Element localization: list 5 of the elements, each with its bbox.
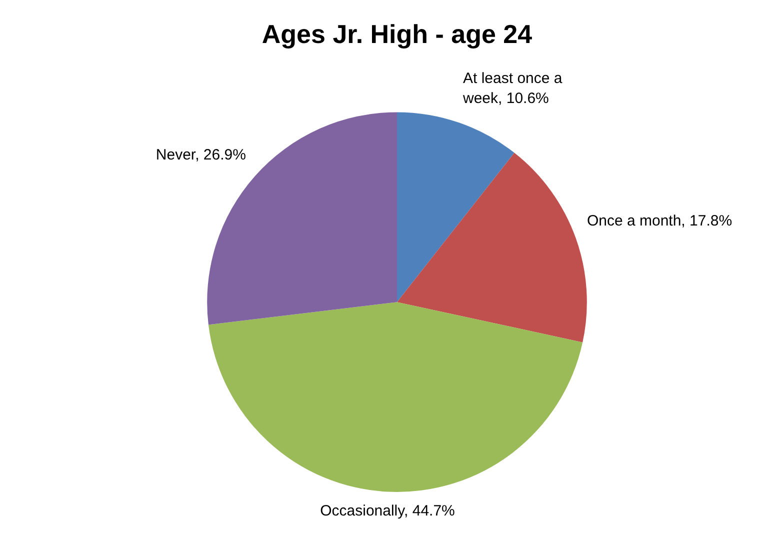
chart-title: Ages Jr. High - age 24 — [262, 18, 533, 49]
slice-label: At least once a week, 10.6% — [462, 70, 563, 107]
slice-label: Never, 26.9% — [156, 146, 246, 164]
slice-label: Once a month, 17.8% — [586, 212, 732, 230]
slice-label: Occasionally, 44.7% — [320, 502, 455, 520]
